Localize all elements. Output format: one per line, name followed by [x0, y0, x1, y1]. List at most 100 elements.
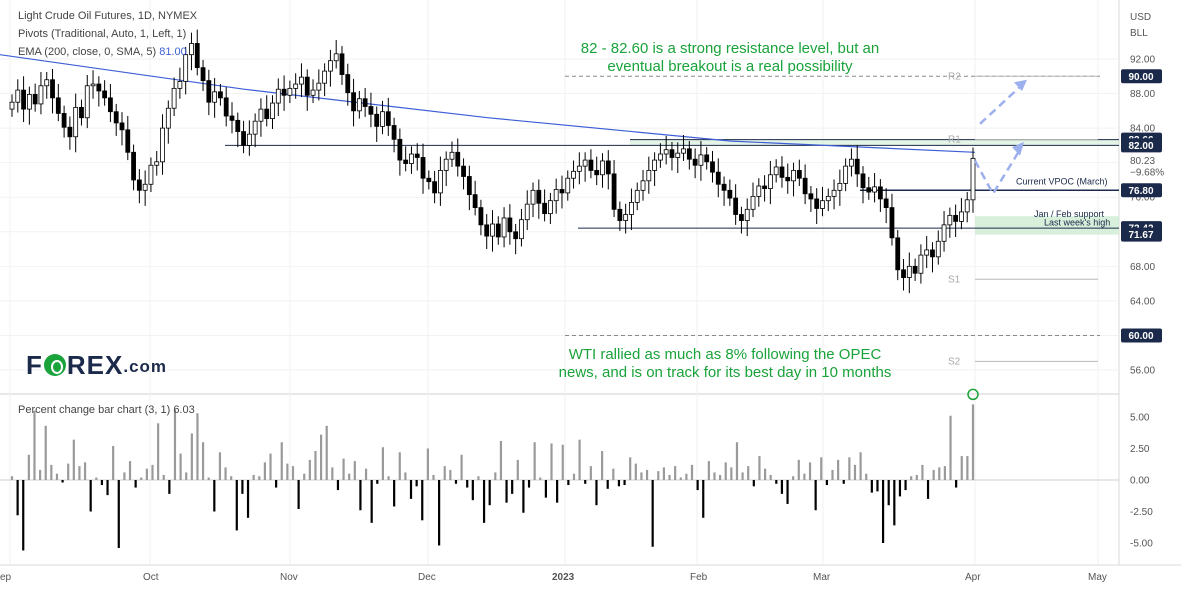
price-tick-label[interactable]: 88.00	[1130, 89, 1155, 100]
candle-body-down	[796, 170, 802, 179]
tag-76-80[interactable]: 76.80	[1121, 183, 1162, 198]
price-axis[interactable]: 92.0088.0084.0080.2376.0072.0068.0064.00…	[1130, 55, 1164, 377]
candle-body-down	[374, 113, 380, 127]
candle	[947, 207, 953, 238]
price-tick-label[interactable]: 92.00	[1130, 55, 1155, 66]
time-tick-label[interactable]: Oct	[143, 572, 159, 583]
annotation-rally-line1: WTI rallied as much as 8% following the …	[568, 346, 882, 363]
candle	[675, 142, 681, 174]
candle	[328, 49, 333, 87]
time-tick-label[interactable]: Mar	[813, 572, 831, 583]
candle-body-down	[814, 198, 820, 209]
candle-body-up	[171, 87, 177, 109]
time-tick-label[interactable]: Nov	[280, 572, 298, 583]
candle	[959, 198, 964, 230]
price-tick-label[interactable]: 68.00	[1130, 262, 1155, 273]
candle	[264, 95, 270, 127]
time-tick-label[interactable]: Dec	[418, 572, 436, 583]
candle-body-up	[959, 211, 964, 222]
indicator-tick-label[interactable]: -5.00	[1130, 539, 1153, 550]
candle	[125, 116, 131, 161]
candle	[576, 152, 582, 185]
candle	[547, 192, 553, 225]
tag-71-67[interactable]: 71.67	[1121, 227, 1162, 242]
pivots-legend[interactable]: Pivots (Traditional, Auto, 1, Left, 1)	[18, 28, 187, 40]
time-tick-label[interactable]: Feb	[690, 572, 708, 583]
projection-arrows	[973, 79, 1027, 197]
candle-body-down	[727, 189, 733, 199]
indicator-axis[interactable]: 5.00 2.50 0.00 -2.50 -5.00	[1130, 413, 1153, 550]
candle	[339, 46, 345, 85]
candle-body-up	[837, 182, 843, 191]
price-tick-label[interactable]: 56.00	[1130, 366, 1155, 377]
ema-legend[interactable]: EMA (200, close, 0, SMA, 5) 81.00	[18, 46, 187, 58]
tag-76-80-bg	[1121, 183, 1162, 198]
candle	[119, 112, 125, 146]
candle	[304, 69, 310, 111]
price-tick-label[interactable]: 76.00	[1130, 193, 1155, 204]
candle	[466, 165, 472, 211]
price-tick-label[interactable]: 84.00	[1130, 124, 1155, 135]
candlestick-series	[9, 29, 976, 294]
candle	[409, 146, 414, 174]
candle-body-down	[478, 207, 484, 226]
candle-body-up	[299, 76, 304, 85]
candle-body-up	[316, 82, 322, 91]
candle-body-up	[744, 208, 750, 221]
candle	[426, 170, 432, 190]
candle	[594, 156, 600, 186]
indicator-tick-label[interactable]: 5.00	[1130, 413, 1150, 424]
candle	[229, 102, 235, 134]
time-tick-label[interactable]: ep	[0, 572, 12, 583]
indicator-tick-label[interactable]: 0.00	[1130, 476, 1150, 487]
candle	[849, 148, 854, 177]
indicator-tick-label[interactable]: -2.50	[1130, 507, 1153, 518]
candle	[403, 146, 409, 172]
chart-title[interactable]: Light Crude Oil Futures, 1D, NYMEX	[18, 10, 198, 22]
candle-body-up	[530, 189, 536, 205]
candle	[924, 236, 930, 269]
candle	[258, 98, 264, 137]
candle-body-up	[681, 148, 686, 154]
candle	[814, 188, 820, 225]
candle-body-down	[889, 207, 895, 239]
tag-82-00[interactable]: 82.00	[1121, 138, 1162, 153]
candle	[212, 78, 218, 118]
candle-body-up	[576, 165, 582, 172]
candle	[611, 160, 617, 218]
indicator-value: 6.03	[173, 404, 195, 416]
candle-body-down	[362, 98, 368, 107]
price-tick-label[interactable]: 80.23	[1130, 156, 1155, 167]
annotation-resistance-line2: eventual breakout is a real possibility	[607, 58, 853, 75]
candle-body-up	[252, 120, 258, 135]
candle-body-up	[825, 195, 831, 202]
time-tick-label[interactable]: May	[1088, 572, 1107, 583]
candle-body-up	[9, 101, 15, 110]
candle	[663, 135, 669, 165]
price-tick-label[interactable]: 64.00	[1130, 296, 1155, 307]
candle	[930, 242, 935, 273]
candle-body-down	[710, 161, 715, 173]
candle-body-down	[883, 198, 889, 208]
tag-90-00[interactable]: 90.00	[1121, 69, 1162, 84]
indicator-tick-label[interactable]: 2.50	[1130, 444, 1150, 455]
time-tick-label[interactable]: 2023	[552, 572, 575, 583]
candle	[750, 182, 756, 218]
indicator-legend[interactable]: Percent change bar chart (3, 1) 6.03	[18, 404, 195, 416]
candle	[281, 75, 287, 111]
currency: USD	[1130, 12, 1152, 23]
tag-60-00[interactable]: 60.00	[1121, 328, 1162, 343]
candle-body-up	[258, 108, 264, 122]
ema-legend-label: EMA (200, close, 0, SMA, 5)	[18, 46, 157, 58]
candle	[9, 94, 15, 117]
candle	[414, 143, 420, 171]
candle-body-up	[38, 85, 44, 105]
time-tick-label[interactable]: Apr	[965, 572, 981, 583]
tag-90-00-bg	[1121, 69, 1162, 84]
time-axis[interactable]: ep Oct Nov Dec 2023 Feb Mar Apr May	[0, 572, 1107, 583]
candle-body-up	[142, 183, 148, 191]
candle	[582, 152, 588, 182]
candle-body-down	[432, 181, 438, 194]
